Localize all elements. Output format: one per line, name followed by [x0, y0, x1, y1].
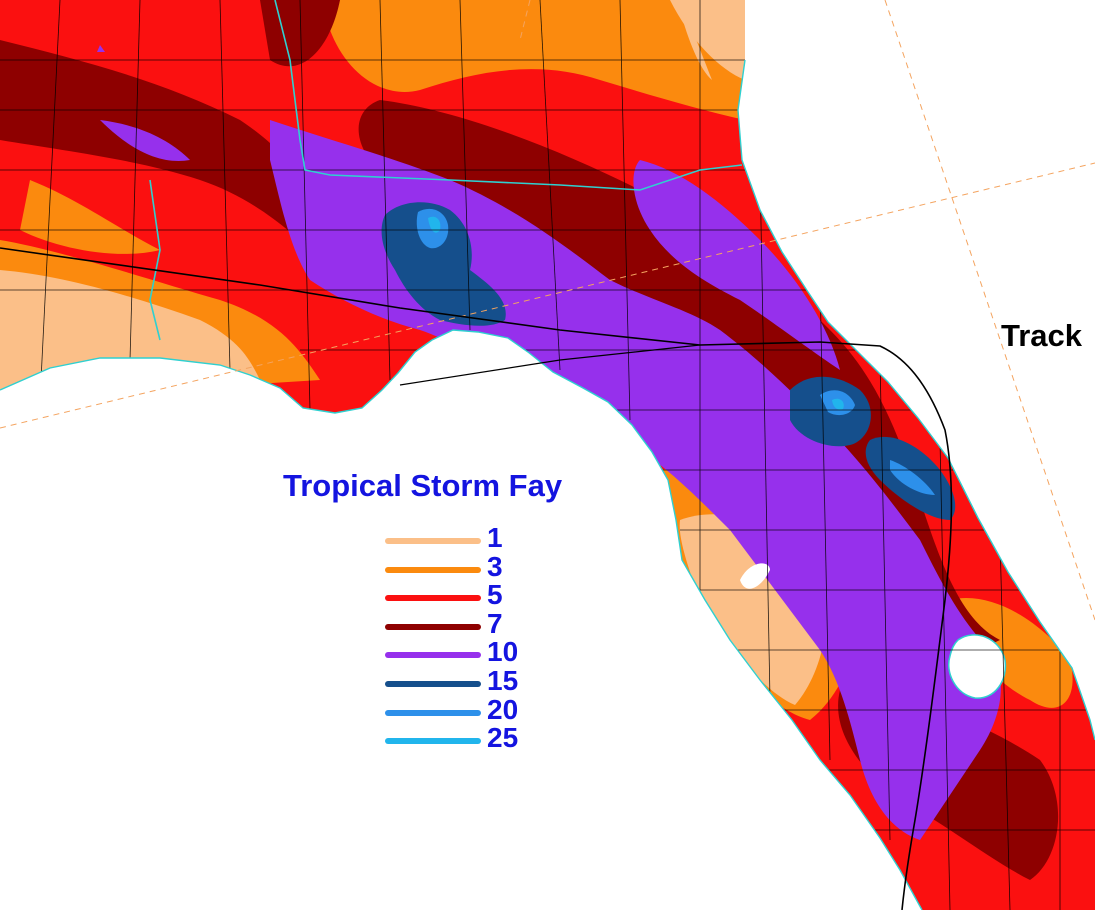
- legend-value: 5: [487, 579, 503, 611]
- track-label: Track: [1001, 318, 1083, 353]
- legend-swatch: [385, 538, 481, 544]
- map-title: Tropical Storm Fay: [283, 468, 563, 503]
- legend-value: 25: [487, 722, 519, 754]
- legend-value: 10: [487, 636, 519, 668]
- legend-item: 15: [385, 664, 535, 696]
- state-lines: [149, 0, 743, 341]
- legend-swatch: [385, 623, 481, 630]
- legend-swatch: [385, 709, 481, 716]
- legend-item: 3: [385, 550, 535, 582]
- coastline: [0, 59, 1095, 910]
- legend-swatch: [385, 595, 481, 602]
- legend-value: 7: [487, 607, 503, 639]
- lake-okeechobee: [948, 634, 1007, 699]
- legend-item: 25: [385, 724, 535, 753]
- legend-item: 1: [385, 524, 535, 553]
- legend-swatch: [385, 566, 481, 573]
- legend-swatch: [385, 738, 481, 745]
- storm-track: [0, 247, 953, 910]
- legend-value: 20: [487, 693, 519, 725]
- legend-swatch: [385, 652, 481, 659]
- legend-swatch: [385, 680, 481, 687]
- legend-value: 1: [487, 522, 503, 553]
- storm-track-branch: [399, 344, 701, 386]
- legend-item: 20: [385, 693, 535, 725]
- lat-lon-grid: [0, 0, 1095, 621]
- rainfall-legend: 1 3 5 7 10 15 20 25: [385, 524, 535, 753]
- legend-item: 5: [385, 581, 535, 610]
- legend-item: 7: [385, 607, 535, 639]
- legend-value: 3: [487, 550, 503, 582]
- legend-item: 10: [385, 638, 535, 667]
- legend-value: 15: [487, 664, 519, 696]
